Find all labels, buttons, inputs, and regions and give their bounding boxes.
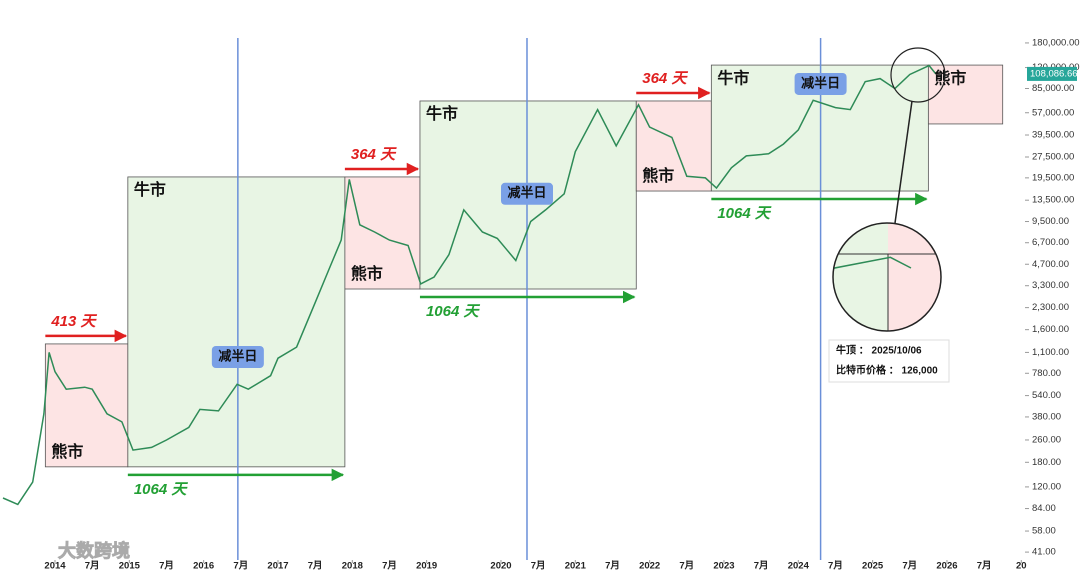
- last-price-badge: [1027, 66, 1077, 81]
- x-tick-label: 2023: [713, 561, 734, 572]
- y-tick-label: 1,600.00: [1032, 324, 1069, 335]
- last-price-label: 108,086.66: [1030, 68, 1078, 79]
- y-tick-label: 58.00: [1032, 526, 1056, 537]
- y-tick-label: 84.00: [1032, 503, 1056, 514]
- price-line: [2, 64, 937, 506]
- x-tick-label: 2017: [267, 561, 288, 572]
- duration-label: 364 天: [351, 146, 397, 163]
- duration-label: 364 天: [642, 70, 688, 87]
- callout-box: [828, 339, 950, 383]
- callout-text: 比特币价格 ： 126,000: [836, 364, 938, 377]
- x-tick-label: 2018: [342, 561, 363, 572]
- x-tick-label: 2020: [490, 561, 511, 572]
- x-tick-label: 2015: [119, 561, 141, 572]
- x-tick-label: 2021: [565, 561, 587, 572]
- cycle-box: [127, 176, 346, 468]
- duration-label: 1064 天: [134, 481, 189, 498]
- y-tick-label: 19,500.00: [1032, 172, 1074, 183]
- x-tick-label: 2019: [416, 561, 437, 572]
- cycle-label: 牛市: [134, 180, 166, 199]
- zoom-line: [833, 256, 912, 288]
- cycle-label: 熊市: [934, 68, 966, 87]
- y-tick-label: 180.00: [1032, 457, 1061, 468]
- x-tick-label: 7月: [977, 561, 992, 572]
- y-tick-label: 41.00: [1032, 547, 1056, 558]
- y-tick-label: 9,500.00: [1032, 216, 1069, 227]
- cycle-box: [927, 64, 1004, 125]
- x-tick-label: 2025: [862, 561, 884, 572]
- cycle-label: 牛市: [717, 68, 749, 87]
- halving-badge: [500, 182, 553, 205]
- x-tick-label: 7月: [308, 561, 323, 572]
- halving-label: 减半日: [801, 75, 840, 90]
- y-tick-label: 13,500.00: [1032, 195, 1074, 206]
- x-tick-label: 7月: [382, 561, 397, 572]
- y-tick-label: 85,000.00: [1032, 83, 1074, 94]
- x-tick-label: 7月: [85, 561, 100, 572]
- y-tick-label: 120.00: [1032, 481, 1061, 492]
- x-tick-label: 2026: [936, 561, 957, 572]
- callout-text: 牛顶 ： 2025/10/06: [836, 344, 922, 357]
- halving-label: 减半日: [507, 185, 546, 200]
- cycle-label: 熊市: [51, 442, 83, 461]
- x-tick-label: 7月: [902, 561, 917, 572]
- cycle-box: [635, 100, 712, 192]
- y-tick-label: 4,700.00: [1032, 259, 1069, 270]
- cycle-box: [344, 176, 421, 290]
- annotations: 熊市413 天牛市1064 天熊市364 天牛市1064 天熊市364 天牛市1…: [45, 68, 966, 498]
- y-tick-label: 780.00: [1032, 368, 1061, 379]
- x-tick-label: 2014: [44, 561, 66, 572]
- y-tick-label: 260.00: [1032, 434, 1061, 445]
- x-tick-label: 7月: [233, 561, 248, 572]
- zoom-ring: [832, 222, 942, 332]
- x-tick-label: 7月: [531, 561, 546, 572]
- x-tick-label: 7月: [159, 561, 174, 572]
- duration-label: 1064 天: [717, 205, 772, 222]
- x-tick-label: 7月: [605, 561, 620, 572]
- zoom-bull: [833, 223, 888, 331]
- y-tick-label: 27,500.00: [1032, 152, 1074, 163]
- y-tick-label: 1,100.00: [1032, 347, 1069, 358]
- cycle-box: [44, 343, 129, 468]
- x-tick-label: 20: [1016, 561, 1027, 572]
- x-tick-label: 7月: [679, 561, 694, 572]
- y-tick-label: 3,300.00: [1032, 280, 1069, 291]
- connector: [894, 100, 913, 224]
- cycle-label: 熊市: [351, 264, 383, 283]
- y-tick-label: 180,000.00: [1032, 37, 1080, 48]
- price: [2, 64, 937, 506]
- duration-label: 1064 天: [426, 303, 481, 320]
- halving-label: 减半日: [218, 348, 257, 363]
- cycle-label: 牛市: [426, 104, 458, 123]
- x-tick-label: 2022: [639, 561, 660, 572]
- cycle-label: 熊市: [642, 166, 674, 185]
- x-tick-label: 2024: [788, 561, 810, 572]
- zoom-bear: [888, 223, 941, 331]
- y-tick-label: 2,300.00: [1032, 302, 1069, 313]
- y-tick-label: 39,500.00: [1032, 130, 1074, 141]
- duration-label: 413 天: [50, 313, 97, 330]
- x-tick-label: 7月: [754, 561, 769, 572]
- y-tick-label: 380.00: [1032, 411, 1061, 422]
- y-tick-label: 540.00: [1032, 390, 1061, 401]
- halving-badge: [211, 345, 264, 368]
- halving-badge: [794, 72, 847, 95]
- y-tick-label: 57,000.00: [1032, 107, 1074, 118]
- x-tick-label: 2016: [193, 561, 214, 572]
- top-marker: [890, 47, 946, 103]
- y-tick-label: 6,700.00: [1032, 237, 1069, 248]
- watermark: 大数跨境: [58, 540, 130, 561]
- x-tick-label: 7月: [828, 561, 843, 572]
